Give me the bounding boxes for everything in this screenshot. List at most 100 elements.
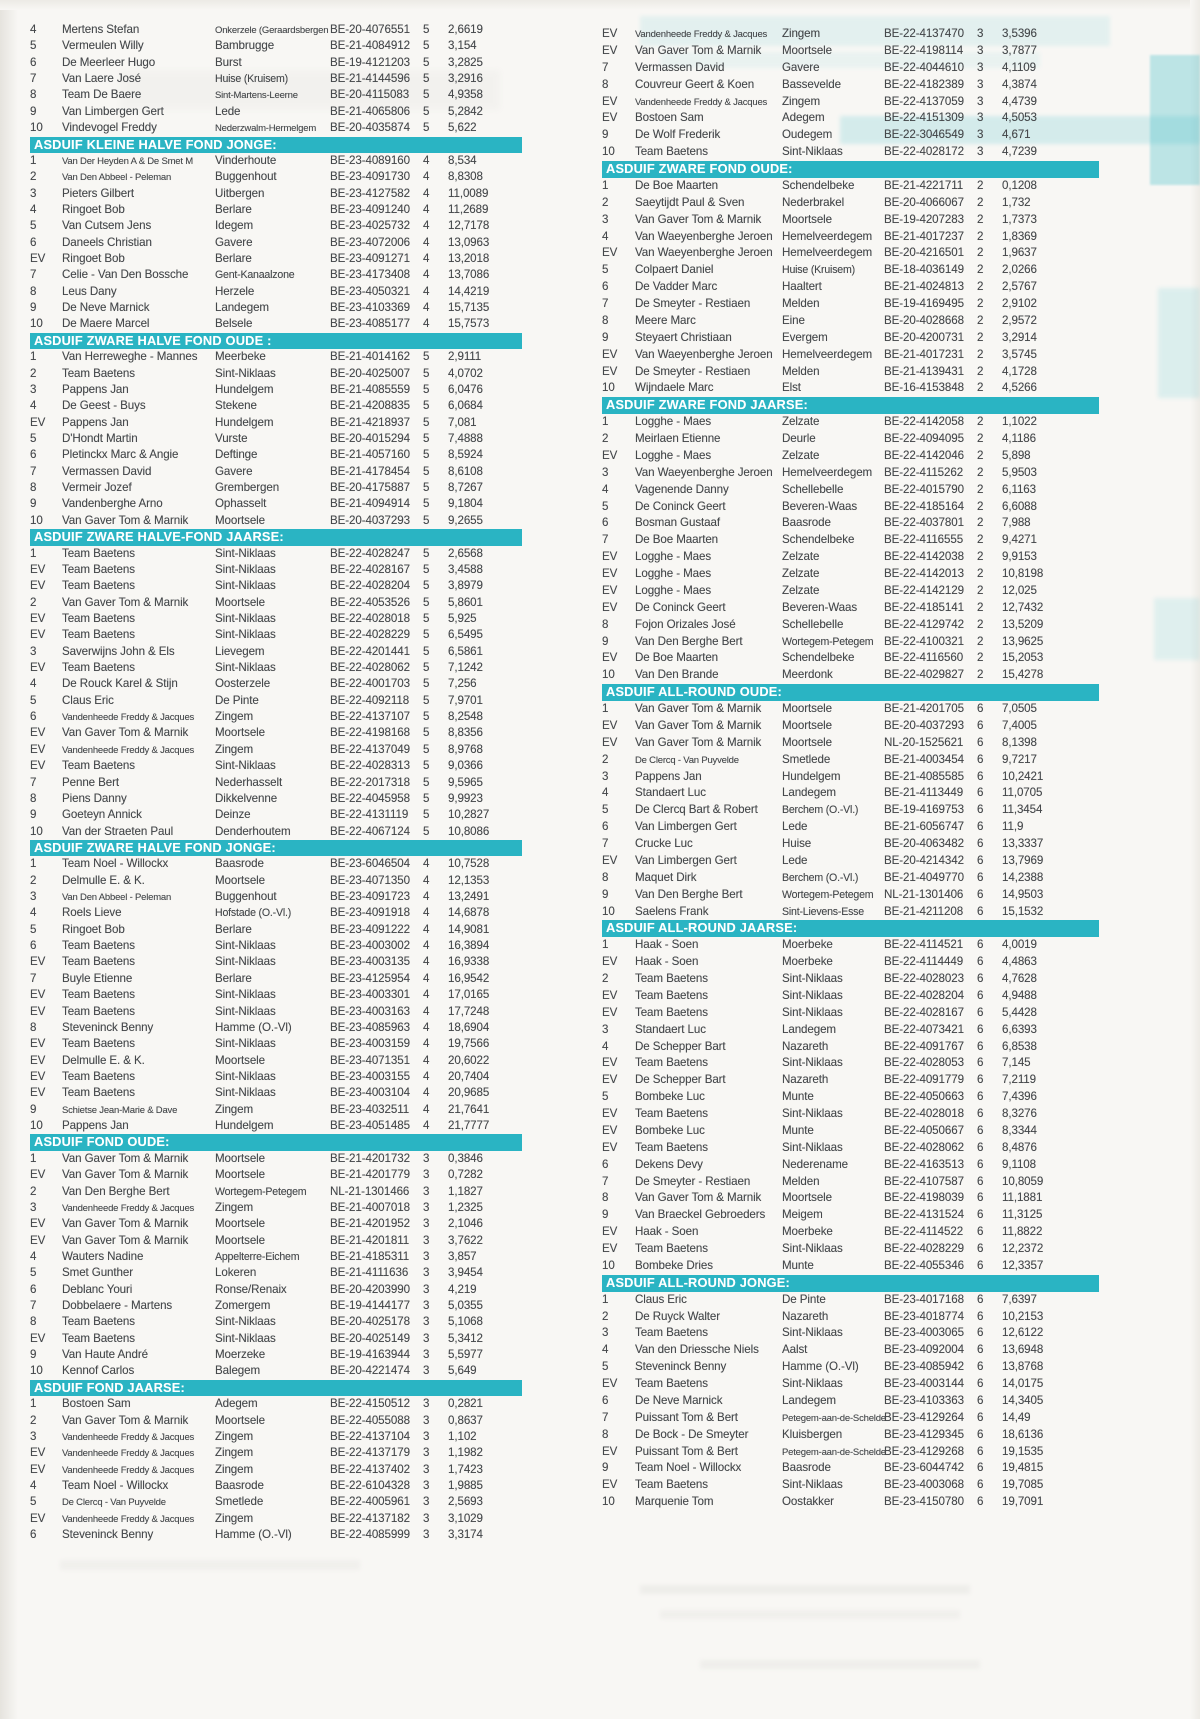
cell-name: Schietse Jean-Marie & Dave xyxy=(62,1104,178,1116)
cell-ring-number: BE-22-4131119 xyxy=(330,808,409,822)
section-header: ASDUIF KLEINE HALVE FOND JONGE: xyxy=(30,136,522,153)
cell-coefficient: 2,1046 xyxy=(448,1217,483,1231)
cell-ring-number: BE-22-4137049 xyxy=(330,742,410,756)
cell-city: Hemelveerdegem xyxy=(782,465,873,479)
cell-race-count: 5 xyxy=(423,431,430,445)
result-row: 1 Van Herreweghe - Mannes Meerbeke BE-21-40… xyxy=(30,349,522,365)
cell-ring-number: BE-22-4185164 xyxy=(884,499,964,513)
cell-city: Zingem xyxy=(782,94,821,108)
cell-coefficient: 10,8086 xyxy=(448,824,490,838)
cell-coefficient: 8,3276 xyxy=(1002,1107,1037,1120)
cell-ring-number: BE-22-4198168 xyxy=(330,726,410,740)
result-row: 5 De Clercq Bart & Robert Berchem (O.-Vl.)… xyxy=(602,802,1099,819)
cell-position: 8 xyxy=(30,481,37,495)
cell-race-count: 6 xyxy=(977,972,984,985)
cell-position: 3 xyxy=(602,1326,609,1340)
cell-race-count: 6 xyxy=(977,769,984,783)
cell-position: 5 xyxy=(30,39,37,53)
cell-race-count: 2 xyxy=(977,212,984,226)
cell-coefficient: 1,9637 xyxy=(1002,246,1037,260)
cell-coefficient: 3,2916 xyxy=(448,72,483,86)
cell-name: Van Limbergen Gert xyxy=(62,104,164,118)
cell-name: Van Den Brande xyxy=(635,668,719,682)
result-row: EV Team Baetens Sint-Niklaas BE-22-4028313 5… xyxy=(30,758,522,774)
cell-name: De Clercq Bart & Robert xyxy=(635,803,758,817)
cell-city: Gavere xyxy=(215,464,253,478)
cell-city: Hamme (O.-Vl) xyxy=(782,1360,859,1374)
result-row: 3 Saverwijns John & Els Lievegem BE-22-4201… xyxy=(30,644,522,660)
cell-name: Maquet Dirk xyxy=(635,870,697,884)
cell-name: De Boe Maarten xyxy=(635,178,719,192)
cell-ring-number: BE-20-4200731 xyxy=(884,330,964,344)
cell-name: De Vadder Marc xyxy=(635,280,718,294)
cell-race-count: 5 xyxy=(423,481,430,495)
cell-race-count: 3 xyxy=(423,1151,430,1165)
cell-position: 2 xyxy=(30,366,37,380)
result-row: EV Logghe - Maes Zelzate BE-22-4142129 2 12,0… xyxy=(602,583,1099,600)
cell-city: Oostakker xyxy=(782,1495,834,1509)
cell-race-count: 6 xyxy=(977,1123,984,1137)
cell-position: 3 xyxy=(602,769,609,783)
cell-position: EV xyxy=(30,252,46,266)
cell-position: 8 xyxy=(30,88,37,102)
cell-position: 3 xyxy=(602,465,609,479)
cell-race-count: 2 xyxy=(977,263,984,277)
cell-coefficient: 13,0963 xyxy=(448,235,490,249)
cell-name: Bostoen Sam xyxy=(635,111,704,125)
cell-city: Nazareth xyxy=(782,1309,829,1323)
cell-name: Van Waeyenberghe Jeroen xyxy=(635,347,773,361)
cell-coefficient: 13,5209 xyxy=(1002,617,1044,631)
cell-coefficient: 16,9542 xyxy=(448,971,490,985)
cell-name: De Geest - Buys xyxy=(62,399,146,413)
cell-name: Team Baetens xyxy=(62,579,135,593)
cell-race-count: 4 xyxy=(423,906,430,920)
cell-city: Moerzeke xyxy=(215,1348,266,1362)
cell-race-count: 3 xyxy=(977,77,984,91)
bleed-through-artifact xyxy=(60,1560,360,1570)
cell-race-count: 6 xyxy=(977,1056,984,1070)
cell-race-count: 6 xyxy=(977,1444,984,1458)
cell-coefficient: 8,4876 xyxy=(1002,1140,1037,1154)
cell-city: Meerdonk xyxy=(782,668,833,682)
cell-race-count: 5 xyxy=(423,72,430,86)
cell-name: Van Gaver Tom & Marnik xyxy=(635,1191,762,1205)
cell-city: Smetlede xyxy=(215,1495,264,1509)
cell-city: Sint-Niklaas xyxy=(215,579,276,593)
cell-race-count: 3 xyxy=(423,1315,430,1329)
cell-name: Van Waeyenberghe Jeroen xyxy=(635,465,773,479)
cell-city: Zingem xyxy=(215,1446,254,1460)
cell-ring-number: BE-21-4007018 xyxy=(330,1200,410,1214)
cell-coefficient: 8,1398 xyxy=(1002,735,1037,749)
cell-city: Meerbeke xyxy=(215,350,266,364)
cell-race-count: 2 xyxy=(977,195,984,209)
cell-ring-number: BE-22-4107587 xyxy=(884,1174,964,1188)
cell-position: 5 xyxy=(602,1360,609,1374)
cell-race-count: 6 xyxy=(977,837,984,850)
results-section: ASDUIF ZWARE HALVE FOND OUDE :1 Van Herre… xyxy=(30,332,522,529)
cell-race-count: 2 xyxy=(977,600,984,614)
cell-name: Van Gaver Tom & Marnik xyxy=(62,513,189,527)
cell-name: Team Baetens xyxy=(635,972,708,985)
cell-ring-number: BE-19-4169753 xyxy=(884,803,964,817)
cell-name: Logghe - Maes xyxy=(635,583,712,597)
cell-name: Van Den Abbeel - Peleman xyxy=(62,892,172,904)
cell-city: De Pinte xyxy=(215,693,259,707)
cell-name: Steyaert Christiaan xyxy=(635,330,732,344)
cell-race-count: 4 xyxy=(423,1119,430,1133)
cell-ring-number: BE-23-4085942 xyxy=(884,1360,964,1374)
cell-city: Elst xyxy=(782,381,801,395)
cell-ring-number: BE-19-4169495 xyxy=(884,297,964,310)
cell-ring-number: BE-22-4028053 xyxy=(884,1056,964,1070)
cell-name: Team De Baere xyxy=(62,88,142,102)
cell-race-count: 4 xyxy=(423,219,430,233)
cell-coefficient: 3,154 xyxy=(448,39,477,53)
cell-position: 8 xyxy=(30,1315,37,1329)
cell-race-count: 3 xyxy=(977,94,984,108)
cell-ring-number: BE-22-4028167 xyxy=(330,562,410,576)
result-row: 9 Van Den Berghe Bert Wortegem-Petegem BE-2… xyxy=(602,634,1099,651)
cell-city: Landegem xyxy=(782,1022,836,1036)
cell-position: EV xyxy=(30,988,46,1002)
cell-position: 8 xyxy=(30,1020,37,1034)
